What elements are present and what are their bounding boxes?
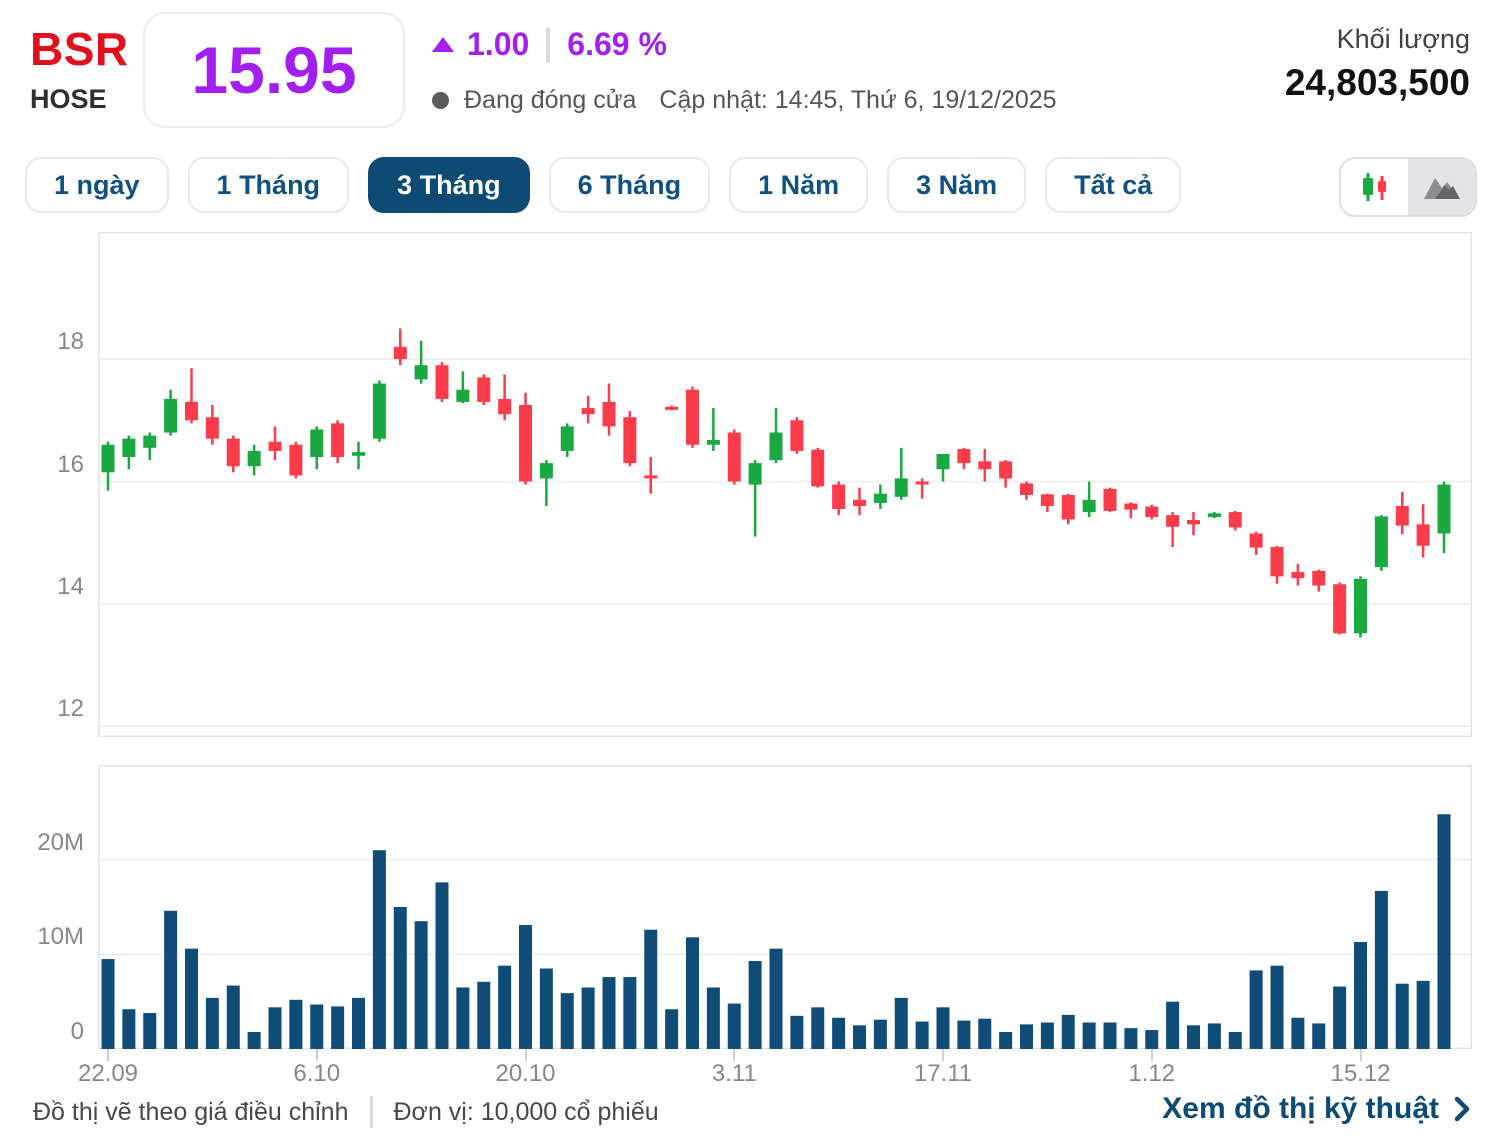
footer-divider — [369, 1096, 373, 1128]
x-axis-label: 1.12 — [1128, 1060, 1176, 1087]
mountain-area-icon — [1423, 178, 1460, 199]
x-axis-tick — [942, 1049, 944, 1061]
market-status-icon — [432, 92, 449, 109]
range-button-4[interactable]: 6 Tháng — [548, 157, 711, 213]
range-buttons: 1 ngày 1 Tháng 3 Tháng 6 Tháng 1 Năm 3 Năm Tất… — [25, 157, 1182, 213]
y-axis-label: 12 — [57, 695, 84, 723]
price-box: 15.95 — [143, 12, 405, 128]
volume-bar-chart[interactable] — [98, 765, 1472, 1049]
technical-chart-link[interactable]: Xem đồ thị kỹ thuật — [1162, 1092, 1470, 1126]
up-triangle-icon — [432, 37, 454, 52]
last-updated-text: Cập nhật: 14:45, Thứ 6, 19/12/2025 — [659, 86, 1057, 114]
y-axis-label: 20M — [37, 828, 84, 856]
candlestick-icon — [1362, 173, 1386, 201]
chevron-right-icon — [1454, 1096, 1470, 1122]
candlestick-chart-button[interactable] — [1341, 159, 1408, 215]
candlestick-series — [101, 328, 1451, 638]
price-change: 1.00 — [467, 26, 530, 62]
footer-notes: Đồ thị vẽ theo giá điều chỉnh Đơn vị: 10… — [33, 1096, 659, 1128]
price-change-row: 1.00 6.69 % — [432, 26, 667, 63]
range-button-3[interactable]: 3 Tháng — [368, 157, 530, 213]
unit-note: Đơn vị: 10,000 cổ phiếu — [393, 1097, 659, 1126]
x-axis-label: 22.09 — [77, 1060, 139, 1087]
change-divider — [546, 26, 551, 63]
volume-series — [101, 814, 1451, 1049]
x-axis-tick — [315, 1049, 318, 1061]
y-axis-label: 16 — [57, 450, 84, 478]
x-axis-tick — [1359, 1049, 1362, 1061]
volume-value: 24,803,500 — [1284, 62, 1470, 103]
area-chart-button[interactable] — [1408, 159, 1475, 215]
ticker-symbol: BSR — [30, 23, 129, 75]
x-axis-tick — [107, 1049, 109, 1061]
range-button-7[interactable]: Tất cả — [1045, 157, 1182, 213]
x-axis-label: 20.10 — [495, 1060, 556, 1087]
y-axis-label: 14 — [57, 572, 84, 600]
x-axis-label: 15.12 — [1330, 1060, 1391, 1087]
x-axis-tick — [733, 1049, 736, 1061]
volume-label: Khối lượng — [1336, 24, 1470, 54]
technical-chart-link-label: Xem đồ thị kỹ thuật — [1162, 1092, 1439, 1125]
last-price: 15.95 — [191, 33, 357, 107]
x-axis-tick — [1150, 1049, 1153, 1061]
market-status-text: Đang đóng cửa — [464, 86, 637, 114]
exchange-label: HOSE — [30, 84, 107, 114]
x-axis-tick — [524, 1049, 527, 1061]
y-axis-label: 0 — [70, 1018, 84, 1045]
x-axis-label: 17.11 — [913, 1060, 973, 1087]
range-button-5[interactable]: 1 Năm — [729, 157, 869, 213]
price-candlestick-chart[interactable] — [98, 232, 1472, 737]
range-button-2[interactable]: 1 Tháng — [187, 157, 350, 213]
range-button-1[interactable]: 1 ngày — [25, 157, 169, 213]
price-change-percent: 6.69 % — [567, 26, 667, 62]
adjusted-price-note: Đồ thị vẽ theo giá điều chỉnh — [33, 1097, 349, 1126]
y-axis-label: 18 — [57, 328, 84, 356]
x-axis-label: 6.10 — [293, 1060, 341, 1087]
x-axis-label: 3.11 — [711, 1060, 757, 1087]
market-status-row: Đang đóng cửa Cập nhật: 14:45, Thứ 6, 19… — [432, 86, 1057, 115]
chart-type-toggle — [1339, 157, 1477, 217]
range-button-6[interactable]: 3 Năm — [887, 157, 1027, 213]
y-axis-label: 10M — [37, 923, 84, 951]
